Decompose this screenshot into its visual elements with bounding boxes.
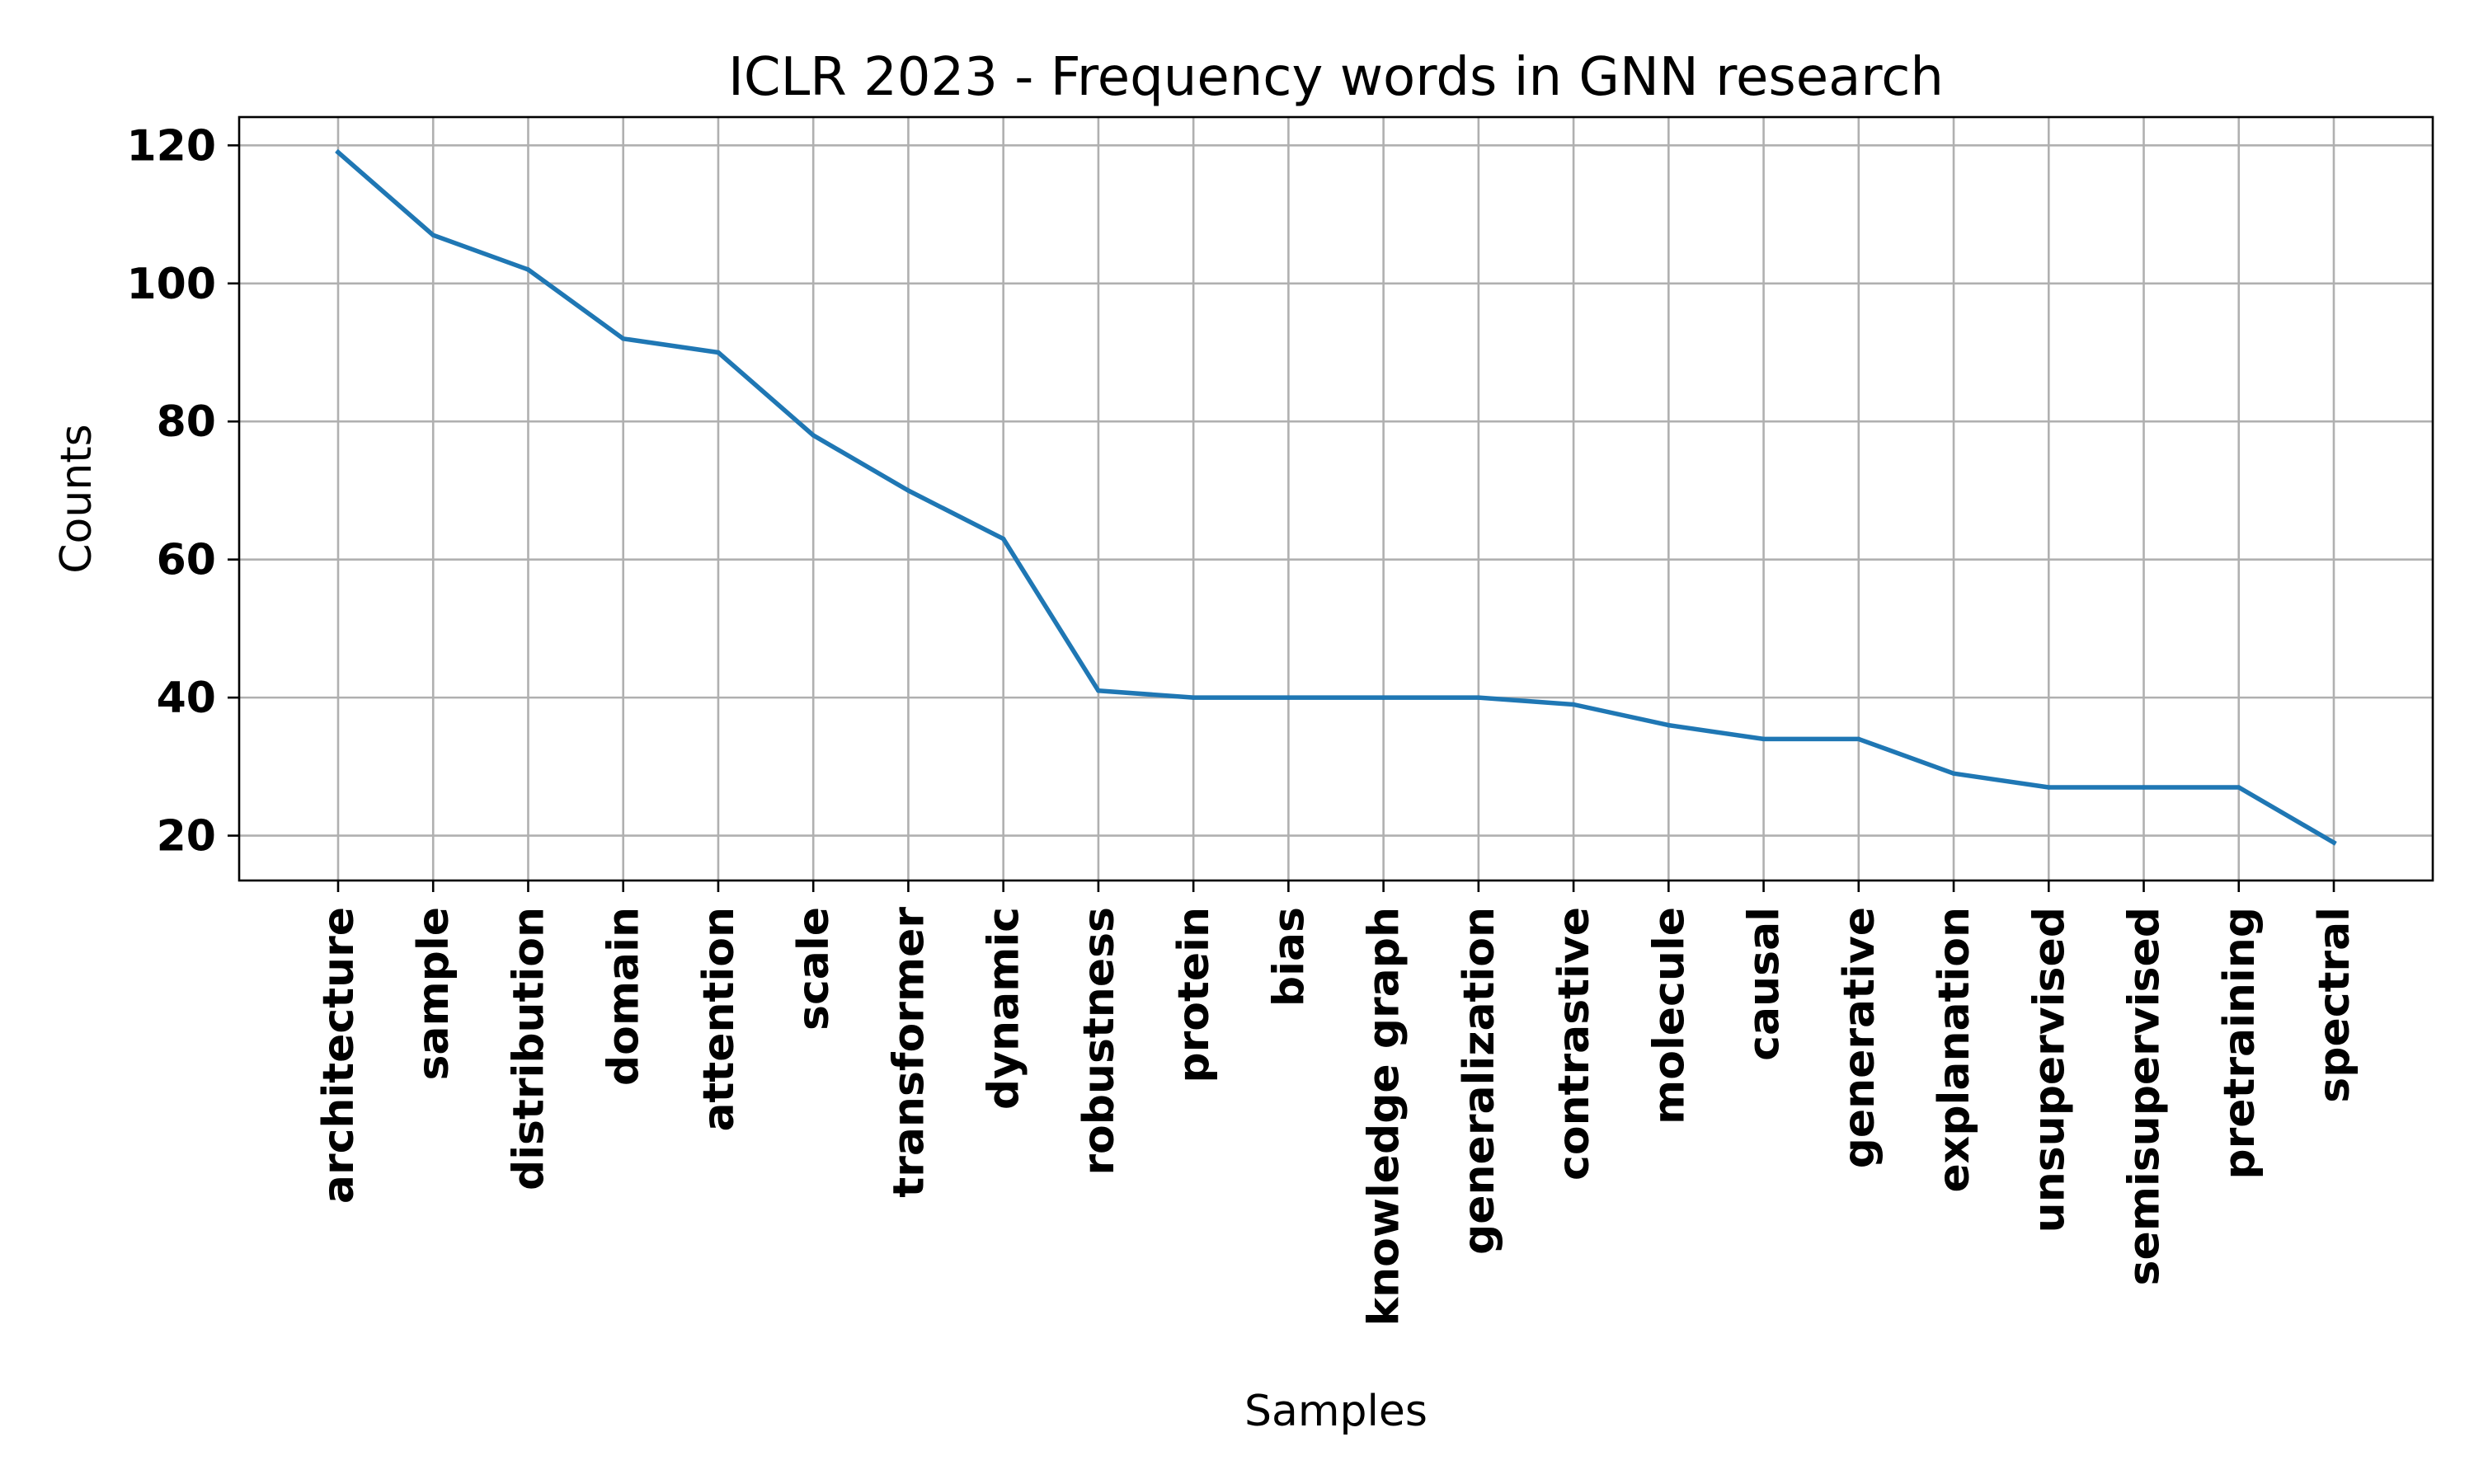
x-tick-label: semisupervised [2120, 907, 2170, 1286]
x-tick-label: robustness [1075, 907, 1124, 1176]
x-tick-label: contrastive [1550, 907, 1599, 1181]
y-tick-label: 20 [157, 812, 216, 862]
x-tick-label: dynamic [980, 907, 1029, 1110]
data-point [525, 267, 531, 272]
x-tick-label: transformer [884, 907, 934, 1198]
data-point [1666, 722, 1672, 728]
data-point [811, 433, 816, 438]
x-tick-label: attention [694, 907, 744, 1132]
x-tick-label: molecule [1644, 907, 1694, 1125]
data-point [1286, 695, 1291, 700]
data-point [1761, 736, 1766, 742]
data-point [1571, 702, 1576, 707]
x-tick-label: scale [789, 907, 839, 1031]
x-tick-label: bias [1264, 907, 1314, 1007]
data-point [2236, 785, 2241, 790]
y-tick-label: 120 [126, 121, 216, 171]
x-tick-label: pretraining [2215, 907, 2265, 1180]
y-tick-label: 60 [157, 536, 216, 585]
plot-frame [238, 115, 2434, 882]
data-point [1096, 688, 1101, 693]
x-tick-label: domain [600, 907, 649, 1086]
data-point [1476, 695, 1481, 700]
y-axis-label: Counts [52, 424, 101, 574]
chart-title: ICLR 2023 - Frequency words in GNN resea… [728, 47, 1944, 108]
x-tick-label: knowledge graph [1360, 907, 1409, 1326]
grid [239, 117, 2433, 881]
data-point [905, 488, 911, 493]
x-tick-label: explanation [1930, 907, 1979, 1192]
data-point [716, 350, 721, 355]
data-point [2141, 785, 2147, 790]
x-tick-label: unsupervised [2025, 907, 2074, 1233]
data-point [430, 232, 435, 237]
y-tick-label: 40 [157, 674, 216, 723]
data-point [2331, 840, 2336, 845]
y-tick-label: 80 [157, 397, 216, 447]
data-point [1856, 736, 1861, 742]
data-point [1191, 695, 1196, 700]
series-layer [335, 148, 2337, 846]
x-tick-label: architecture [314, 907, 364, 1204]
x-axis-label: Samples [1244, 1387, 1427, 1436]
data-point [1000, 536, 1006, 542]
x-tick-label: distribution [504, 907, 553, 1190]
series-line [335, 148, 2337, 846]
data-point [1380, 695, 1386, 700]
x-tick-label: sample [409, 907, 459, 1081]
y-tick-label: 100 [126, 260, 216, 309]
axis-ticks: architecture sample distribution domain atte… [126, 121, 2359, 1326]
data-point [336, 149, 341, 155]
data-point [1951, 771, 1956, 776]
x-tick-label: spectral [2310, 907, 2359, 1103]
data-point [620, 336, 626, 341]
x-tick-label: protein [1169, 907, 1219, 1083]
x-tick-label: causal [1740, 907, 1790, 1061]
x-tick-label: generative [1835, 907, 1884, 1168]
x-tick-label: generalization [1455, 907, 1504, 1255]
data-point [2046, 785, 2052, 790]
